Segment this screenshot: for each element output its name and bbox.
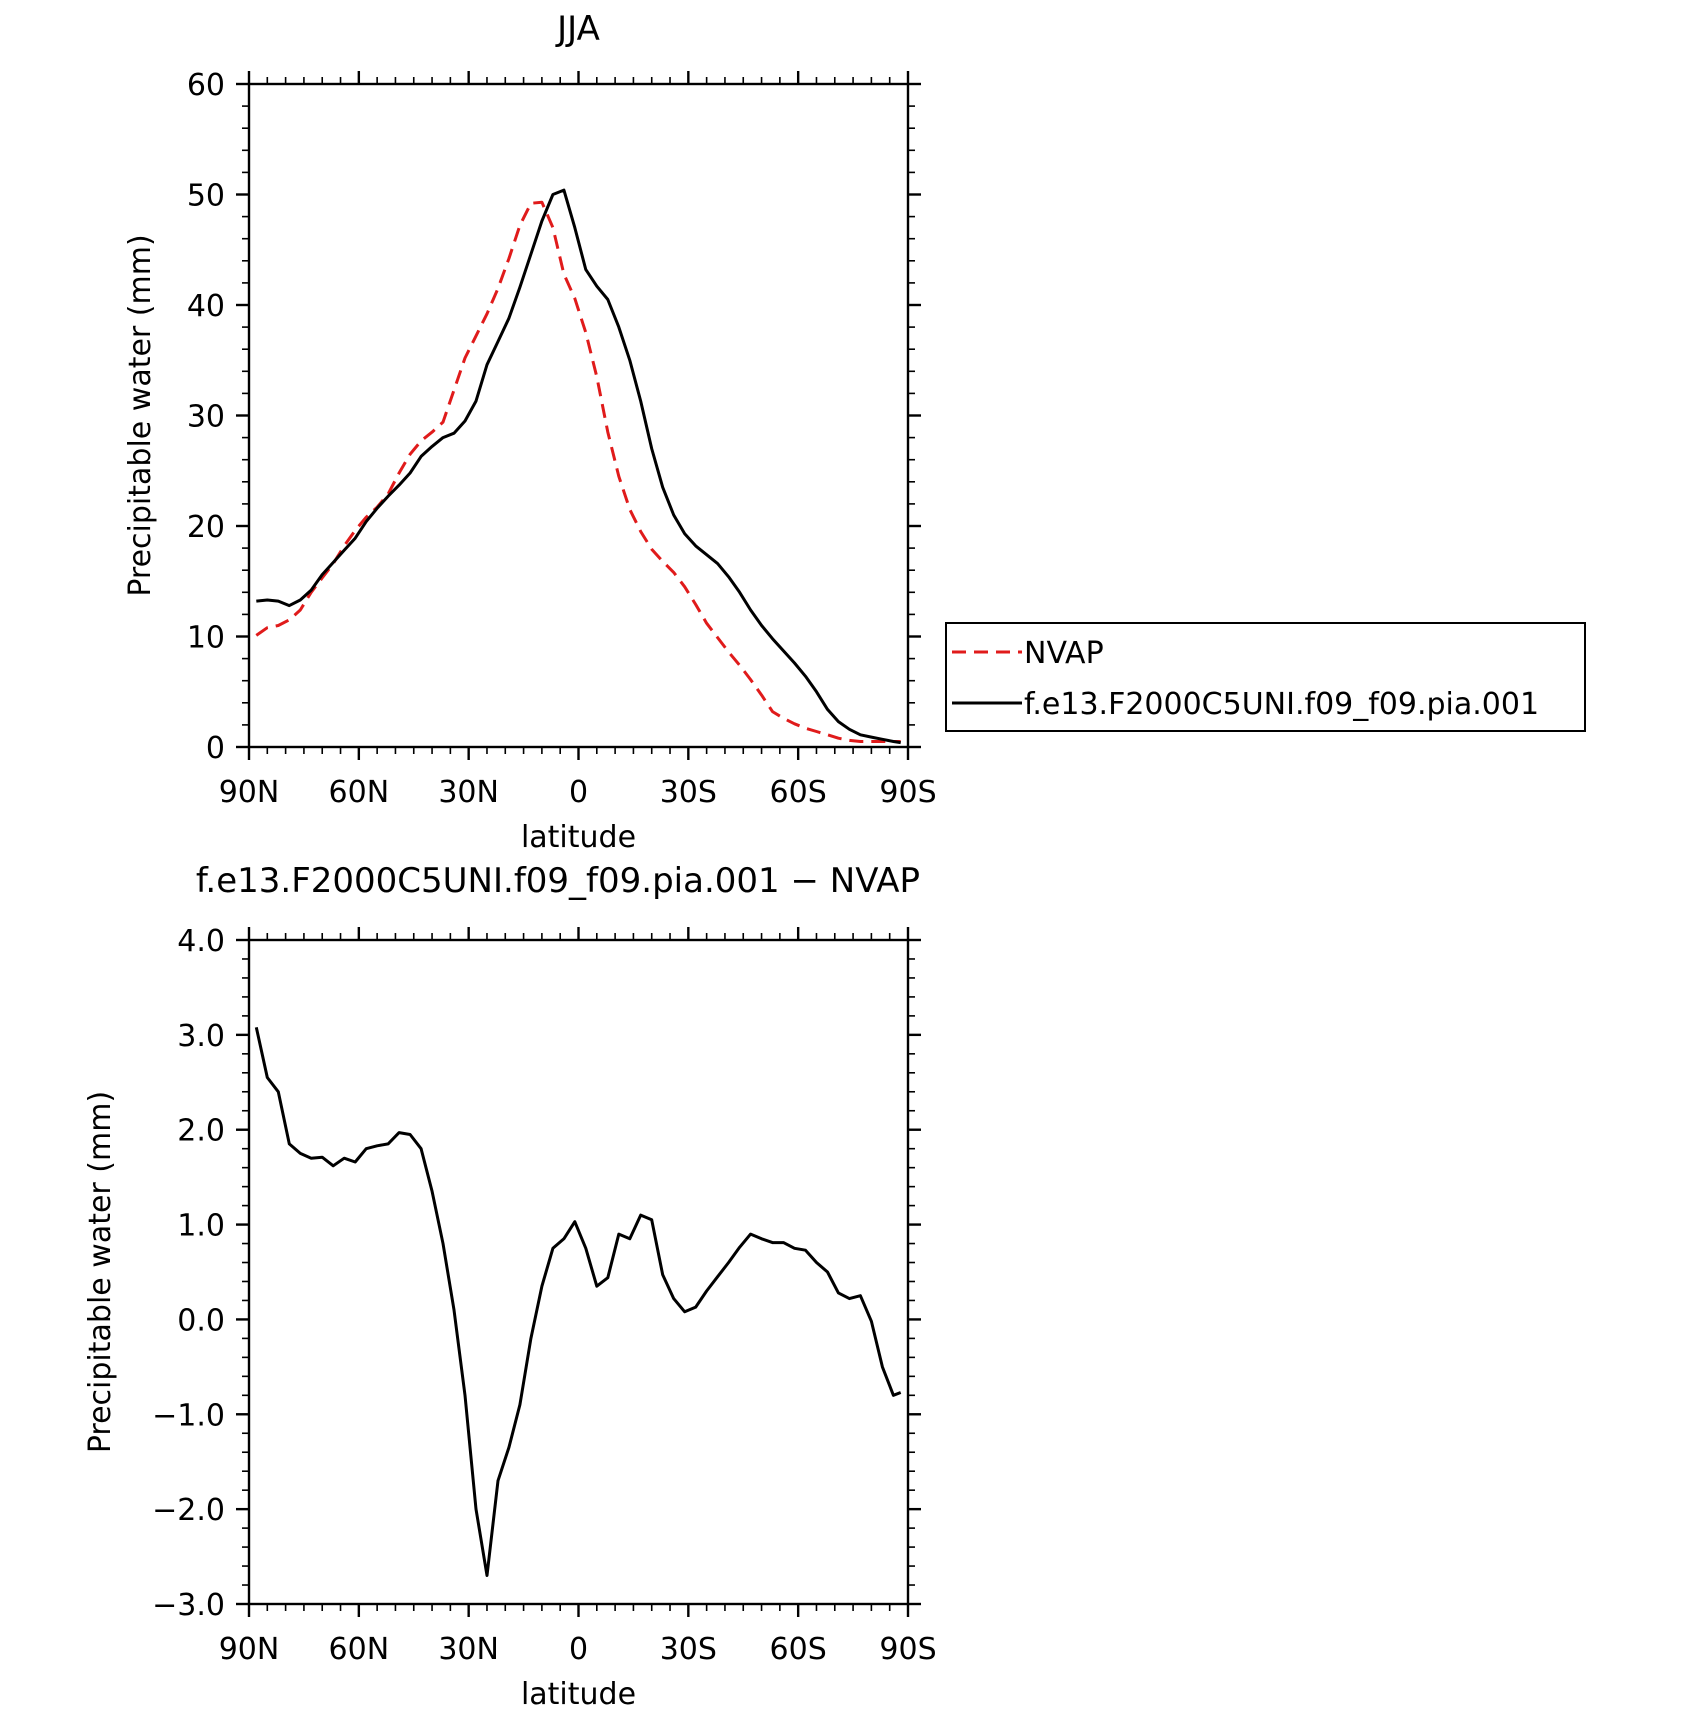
- y-tick-label: −2.0: [152, 1493, 225, 1528]
- chart-title: JJA: [555, 9, 600, 49]
- top-chart-panel: 90N 60N 30N 0 30S 60S 90S 0 10 20 30 40 50 60 JJA latit…: [123, 9, 937, 855]
- x-tick-label: 90S: [879, 775, 936, 810]
- y-tick-label: 0: [206, 731, 225, 766]
- y-tick-label: 4.0: [177, 924, 225, 959]
- x-tick-label: 0: [569, 1632, 588, 1667]
- y-tick-label: 2.0: [177, 1114, 225, 1149]
- y-tick-label: −3.0: [152, 1588, 225, 1623]
- series-line-nvap: [255, 200, 901, 743]
- y-tick-label: −1.0: [152, 1398, 225, 1433]
- x-tick-label: 90N: [219, 775, 280, 810]
- x-tick-label: 60N: [329, 1632, 390, 1667]
- x-tick-label: 60S: [770, 775, 827, 810]
- chart-title: f.e13.F2000C5UNI.f09_f09.pia.001 − NVAP: [196, 861, 920, 901]
- bottom-chart-panel: 90N 60N 30N 0 30S 60S 90S −3.0 −2.0 −1.0 0.0 1.0 2.0…: [83, 861, 937, 1712]
- y-tick-label: 60: [187, 68, 225, 103]
- x-tick-label: 0: [569, 775, 588, 810]
- y-tick-label: 0.0: [177, 1303, 225, 1338]
- x-tick-label: 60N: [329, 775, 390, 810]
- x-tick-label: 60S: [770, 1632, 827, 1667]
- x-tick-label: 90S: [879, 1632, 936, 1667]
- y-tick-label: 50: [187, 179, 225, 214]
- y-axis-label: Precipitable water (mm): [83, 1091, 118, 1453]
- series-line-f-e13-f2000c5uni-f09-f09-pia-001: [256, 188, 901, 745]
- x-axis-label: latitude: [521, 820, 636, 855]
- y-tick-label: 10: [187, 621, 225, 656]
- x-tick-label: 30S: [660, 775, 717, 810]
- legend: NVAP f.e13.F2000C5UNI.f09_f09.pia.001: [945, 622, 1586, 732]
- x-axis-label: latitude: [521, 1677, 636, 1712]
- x-tick-label: 30N: [438, 1632, 499, 1667]
- x-tick-label: 30N: [438, 775, 499, 810]
- x-tick-label: 30S: [660, 1632, 717, 1667]
- plot-frame: [247, 938, 910, 1606]
- legend-entry: f.e13.F2000C5UNI.f09_f09.pia.001: [1024, 687, 1539, 722]
- x-tick-label: 90N: [219, 1632, 280, 1667]
- series-line-difference: [254, 1026, 902, 1577]
- y-tick-label: 1.0: [177, 1209, 225, 1244]
- plot-frame: [247, 82, 910, 749]
- y-tick-label: 3.0: [177, 1019, 225, 1054]
- legend-entry: NVAP: [1024, 636, 1104, 671]
- y-tick-label: 40: [187, 289, 225, 324]
- y-axis-label: Precipitable water (mm): [123, 234, 158, 596]
- y-tick-label: 20: [187, 510, 225, 545]
- y-tick-label: 30: [187, 400, 225, 435]
- legend-box: [945, 622, 1586, 732]
